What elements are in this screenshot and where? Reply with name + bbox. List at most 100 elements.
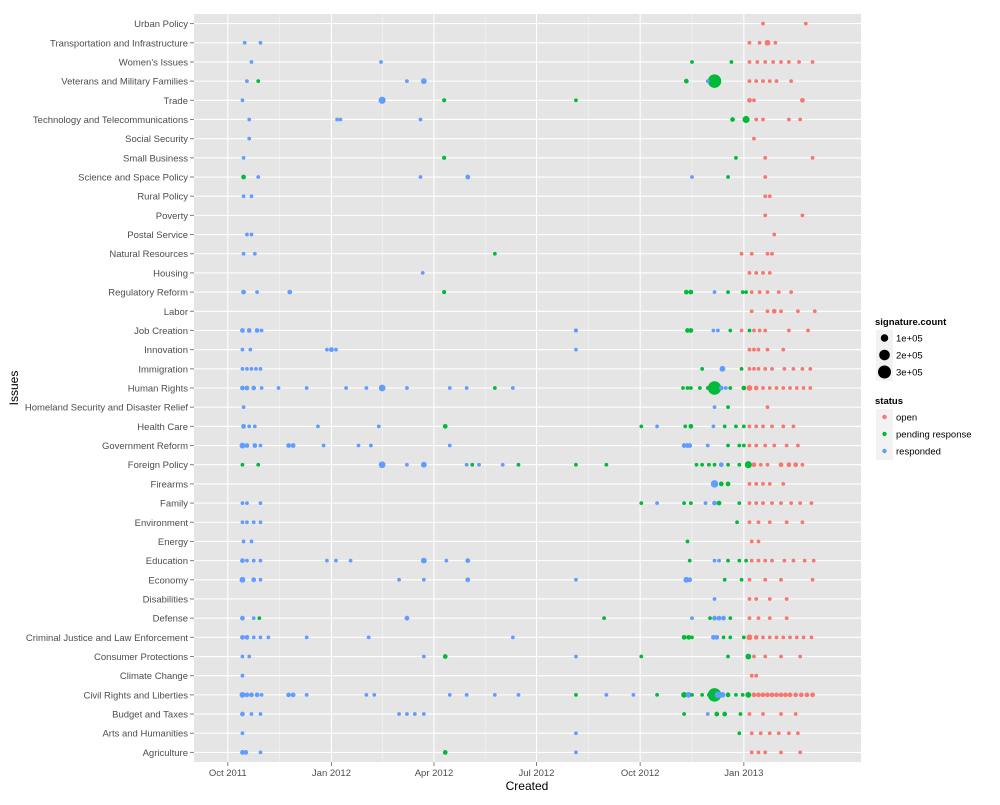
data-point — [240, 385, 245, 391]
data-point — [746, 634, 753, 641]
legend-status-label: open — [896, 413, 917, 424]
y-tick-label-regulatory-reform: Regulatory Reform — [108, 288, 188, 299]
data-point — [763, 155, 768, 160]
data-point — [741, 443, 746, 448]
data-point — [639, 501, 644, 505]
data-point — [794, 386, 799, 390]
data-point — [742, 115, 750, 124]
data-point — [730, 117, 735, 122]
data-point — [737, 443, 742, 448]
y-tick-label-transportation-and-infrastructure: Transportation and Infrastructure — [50, 38, 188, 49]
data-point — [700, 366, 705, 371]
data-point — [442, 155, 447, 160]
data-point — [492, 386, 497, 390]
data-point — [761, 635, 765, 640]
data-point — [747, 97, 752, 103]
legend-status-key-open — [882, 414, 887, 420]
data-point — [749, 731, 754, 736]
data-point — [707, 74, 722, 88]
data-point — [752, 347, 756, 352]
data-point — [241, 289, 246, 295]
data-point — [335, 117, 339, 122]
legend-size-label: 1e+05 — [896, 334, 923, 345]
data-point — [717, 558, 721, 563]
data-point — [798, 654, 803, 659]
data-point — [770, 251, 774, 256]
data-point — [781, 347, 786, 352]
data-point — [256, 175, 261, 179]
data-point — [808, 386, 813, 390]
data-point — [763, 60, 768, 64]
data-point — [241, 539, 246, 544]
data-point — [325, 347, 329, 352]
data-point — [574, 98, 578, 103]
data-point — [444, 558, 449, 563]
data-point — [687, 577, 693, 583]
legend-status-label: pending response — [896, 430, 972, 441]
data-point — [258, 750, 263, 755]
data-point — [726, 462, 730, 467]
data-point — [249, 232, 254, 237]
y-tick-label-environment: Environment — [135, 518, 189, 529]
data-point — [767, 194, 772, 199]
data-point — [747, 328, 752, 333]
y-tick-label-women-s-issues: Women's Issues — [119, 57, 188, 68]
data-point — [803, 21, 808, 26]
data-point — [240, 731, 245, 736]
data-point — [316, 424, 320, 429]
data-point — [791, 424, 796, 429]
data-point — [782, 366, 787, 371]
data-point — [378, 461, 386, 469]
y-tick-label-small-business: Small Business — [123, 153, 188, 164]
data-point — [747, 482, 752, 486]
x-axis-title: Created — [506, 779, 549, 793]
data-point — [251, 635, 256, 640]
data-point — [344, 386, 348, 390]
data-point — [774, 635, 779, 640]
data-point — [747, 60, 752, 64]
data-point — [405, 462, 409, 467]
data-point — [304, 386, 309, 390]
data-point — [765, 692, 770, 698]
data-point — [240, 615, 245, 621]
data-point — [464, 462, 469, 467]
data-point — [753, 385, 759, 391]
data-point — [258, 520, 263, 525]
y-tick-label-government-reform: Government Reform — [102, 441, 188, 452]
data-point — [329, 347, 334, 353]
data-point — [405, 79, 409, 84]
data-point — [712, 615, 717, 621]
data-point — [725, 692, 731, 698]
data-point — [741, 424, 746, 429]
data-point — [244, 692, 250, 698]
data-point — [745, 691, 752, 698]
y-tick-label-poverty: Poverty — [156, 211, 188, 222]
data-point — [655, 692, 659, 697]
data-point — [683, 78, 689, 84]
data-point — [781, 424, 786, 429]
data-point — [418, 175, 423, 179]
data-point — [779, 501, 783, 505]
data-point — [705, 443, 710, 448]
data-point — [690, 60, 694, 64]
data-point — [703, 501, 708, 505]
data-point — [685, 328, 690, 333]
data-point — [397, 577, 401, 582]
data-point — [781, 386, 786, 390]
data-point — [744, 461, 752, 469]
data-point — [240, 654, 245, 659]
data-point — [754, 501, 759, 505]
legend-status-key-pending-response — [882, 431, 887, 437]
data-point — [404, 615, 410, 621]
data-point — [810, 577, 815, 582]
data-point — [779, 309, 783, 314]
legend-status-keys: open pending response responded — [876, 409, 972, 460]
data-point — [655, 424, 659, 429]
data-point — [779, 577, 783, 582]
data-point — [242, 40, 247, 45]
data-point — [639, 424, 644, 429]
data-point — [754, 424, 759, 429]
data-point — [723, 386, 728, 390]
data-point — [734, 155, 738, 160]
data-point — [765, 309, 770, 314]
